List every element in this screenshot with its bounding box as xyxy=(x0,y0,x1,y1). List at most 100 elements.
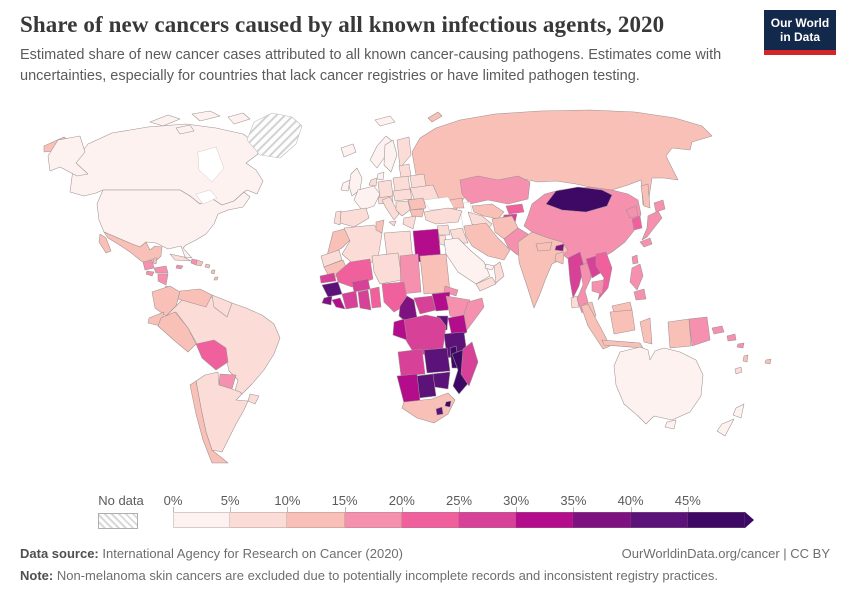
region-kyrgyzstan[interactable]: Kyrgyzstan xyxy=(505,203,525,215)
region-uruguay[interactable]: Uruguay xyxy=(247,393,260,405)
legend-bin[interactable] xyxy=(287,512,345,528)
region-papua-new-guinea[interactable]: Papua New Guinea xyxy=(711,325,725,335)
region-oman[interactable]: Oman xyxy=(493,261,505,284)
region-syria[interactable]: Syria xyxy=(436,224,451,236)
region-mongolia[interactable]: Mongolia xyxy=(545,186,613,213)
region-tunisia[interactable]: Tunisia xyxy=(375,219,385,234)
region-balkans[interactable]: Balkans xyxy=(395,200,411,217)
region-united-states[interactable]: United States xyxy=(47,135,89,177)
region-myanmar[interactable]: Myanmar xyxy=(567,251,585,299)
region-bangladesh[interactable]: Bangladesh xyxy=(554,251,565,265)
region-philippines[interactable]: Philippines xyxy=(633,288,647,301)
region-central-african-republic[interactable]: Central African Republic xyxy=(413,295,437,315)
region-bulgaria[interactable]: Bulgaria xyxy=(409,208,425,218)
region-taiwan[interactable]: Taiwan xyxy=(631,254,639,265)
region-belize[interactable]: Belize xyxy=(152,257,158,265)
region-south-korea[interactable]: South Korea xyxy=(631,215,643,231)
region-finland[interactable]: Finland xyxy=(396,136,412,169)
region-japan[interactable]: Japan xyxy=(653,199,666,213)
region-mexico[interactable]: Mexico xyxy=(103,231,163,265)
region-portugal[interactable]: Portugal xyxy=(333,210,342,226)
region-vanuatu[interactable]: Vanuatu xyxy=(742,354,749,363)
region-norway[interactable]: Norway xyxy=(374,115,396,127)
region-russia[interactable]: Russia xyxy=(427,111,443,123)
region-niger[interactable]: Niger xyxy=(371,252,403,285)
credit-link[interactable]: OurWorldinData.org/cancer | CC BY xyxy=(621,546,830,561)
legend-bin[interactable] xyxy=(230,512,288,528)
region-india[interactable]: India xyxy=(517,231,569,309)
region-namibia[interactable]: Namibia xyxy=(396,373,421,404)
region-cambodia[interactable]: Cambodia xyxy=(591,279,605,295)
region-bolivia[interactable]: Bolivia xyxy=(195,339,229,371)
region-poland[interactable]: Poland xyxy=(392,175,411,192)
region-canada[interactable]: Canada xyxy=(149,114,181,127)
region-solomon-islands[interactable]: Solomon Islands xyxy=(726,333,737,342)
region-australia[interactable]: Australia xyxy=(613,346,704,425)
region-eritrea[interactable]: Eritrea / Djibouti xyxy=(443,285,459,297)
region-baltics[interactable]: Baltic states xyxy=(398,163,412,178)
region-indonesia[interactable]: Indonesia xyxy=(639,317,653,345)
region-honduras[interactable]: Honduras xyxy=(153,265,169,274)
region-congo-gabon[interactable]: Congo / Gabon xyxy=(392,318,408,341)
region-japan[interactable]: Japan xyxy=(639,237,653,248)
region-czechia-hungary[interactable]: Czechia / Hungary xyxy=(392,188,413,202)
owid-logo[interactable]: Our World in Data xyxy=(764,10,836,55)
region-zambia[interactable]: Zambia xyxy=(423,347,451,374)
region-guatemala[interactable]: Guatemala xyxy=(142,259,155,271)
region-france[interactable]: France xyxy=(353,185,381,211)
legend-bin[interactable] xyxy=(687,512,745,528)
region-spain[interactable]: Spain xyxy=(339,207,370,228)
region-angola[interactable]: Angola xyxy=(397,348,426,377)
region-kazakhstan[interactable]: Kazakhstan xyxy=(459,175,531,205)
region-chile[interactable]: Chile xyxy=(189,380,229,464)
region-burkina-faso[interactable]: Burkina Faso xyxy=(351,278,371,293)
region-iran[interactable]: Iran xyxy=(463,222,511,261)
region-nepal[interactable]: Nepal xyxy=(535,241,553,252)
region-ivory-coast[interactable]: Cote d'Ivoire xyxy=(341,290,359,310)
region-bhutan[interactable]: Bhutan xyxy=(554,243,565,252)
region-cuba[interactable]: Cuba xyxy=(169,253,192,262)
region-germany[interactable]: Germany xyxy=(377,179,394,199)
region-el-salvador[interactable]: El Salvador xyxy=(145,270,155,277)
region-romania[interactable]: Romania xyxy=(407,197,427,211)
region-togo-benin[interactable]: Togo / Benin xyxy=(369,286,382,309)
region-nicaragua[interactable]: Nicaragua xyxy=(157,273,169,286)
region-lesser-antilles[interactable]: Lesser Antilles xyxy=(210,269,216,275)
region-netherlands-belgium[interactable]: Netherlands / Belgium xyxy=(368,177,378,187)
legend-bin[interactable] xyxy=(630,512,688,528)
region-uae[interactable]: United Arab Emirates xyxy=(484,263,495,271)
region-guyana[interactable]: Guyanas xyxy=(211,294,233,318)
legend-bin[interactable] xyxy=(458,512,517,528)
region-north-korea[interactable]: North Korea xyxy=(625,205,639,219)
region-saudi-arabia[interactable]: Saudi Arabia xyxy=(443,237,491,285)
region-new-caledonia[interactable]: New Caledonia xyxy=(734,366,743,375)
region-japan[interactable]: Japan xyxy=(641,210,663,241)
region-puerto-rico[interactable]: Puerto Rico xyxy=(204,263,211,269)
legend-bin[interactable] xyxy=(573,512,631,528)
region-lesser-antilles[interactable]: Lesser Antilles xyxy=(213,276,219,281)
region-australia[interactable]: Australia xyxy=(664,419,677,430)
legend-bin[interactable] xyxy=(401,512,459,528)
region-russia[interactable]: Russia xyxy=(640,183,651,209)
region-indonesia[interactable]: Indonesia xyxy=(667,318,692,349)
region-philippines[interactable]: Philippines xyxy=(629,263,644,291)
region-new-zealand[interactable]: New Zealand xyxy=(732,403,745,419)
region-papua-new-guinea[interactable]: Papua New Guinea xyxy=(688,316,711,347)
region-canada[interactable]: Canada xyxy=(227,112,251,125)
legend-bin[interactable] xyxy=(516,512,574,528)
region-sierra-leone[interactable]: Sierra Leone xyxy=(321,295,333,306)
region-canada[interactable]: Canada xyxy=(191,110,221,122)
region-ireland[interactable]: Ireland xyxy=(340,179,351,192)
region-ghana[interactable]: Ghana xyxy=(357,289,372,311)
region-venezuela[interactable]: Venezuela xyxy=(177,288,213,308)
region-south-africa[interactable]: South Africa xyxy=(401,392,456,424)
region-peru[interactable]: Peru xyxy=(157,311,197,353)
legend-bin[interactable] xyxy=(344,512,402,528)
region-liberia[interactable]: Liberia xyxy=(331,297,346,310)
region-indonesia[interactable]: Indonesia xyxy=(580,303,611,350)
region-solomon-islands[interactable]: Solomon Islands xyxy=(736,342,745,349)
region-yemen[interactable]: Yemen xyxy=(475,276,497,292)
region-italy[interactable]: Italy xyxy=(388,220,397,227)
region-guinea[interactable]: Guinea xyxy=(321,281,343,298)
region-mexico[interactable]: Mexico xyxy=(98,233,112,254)
